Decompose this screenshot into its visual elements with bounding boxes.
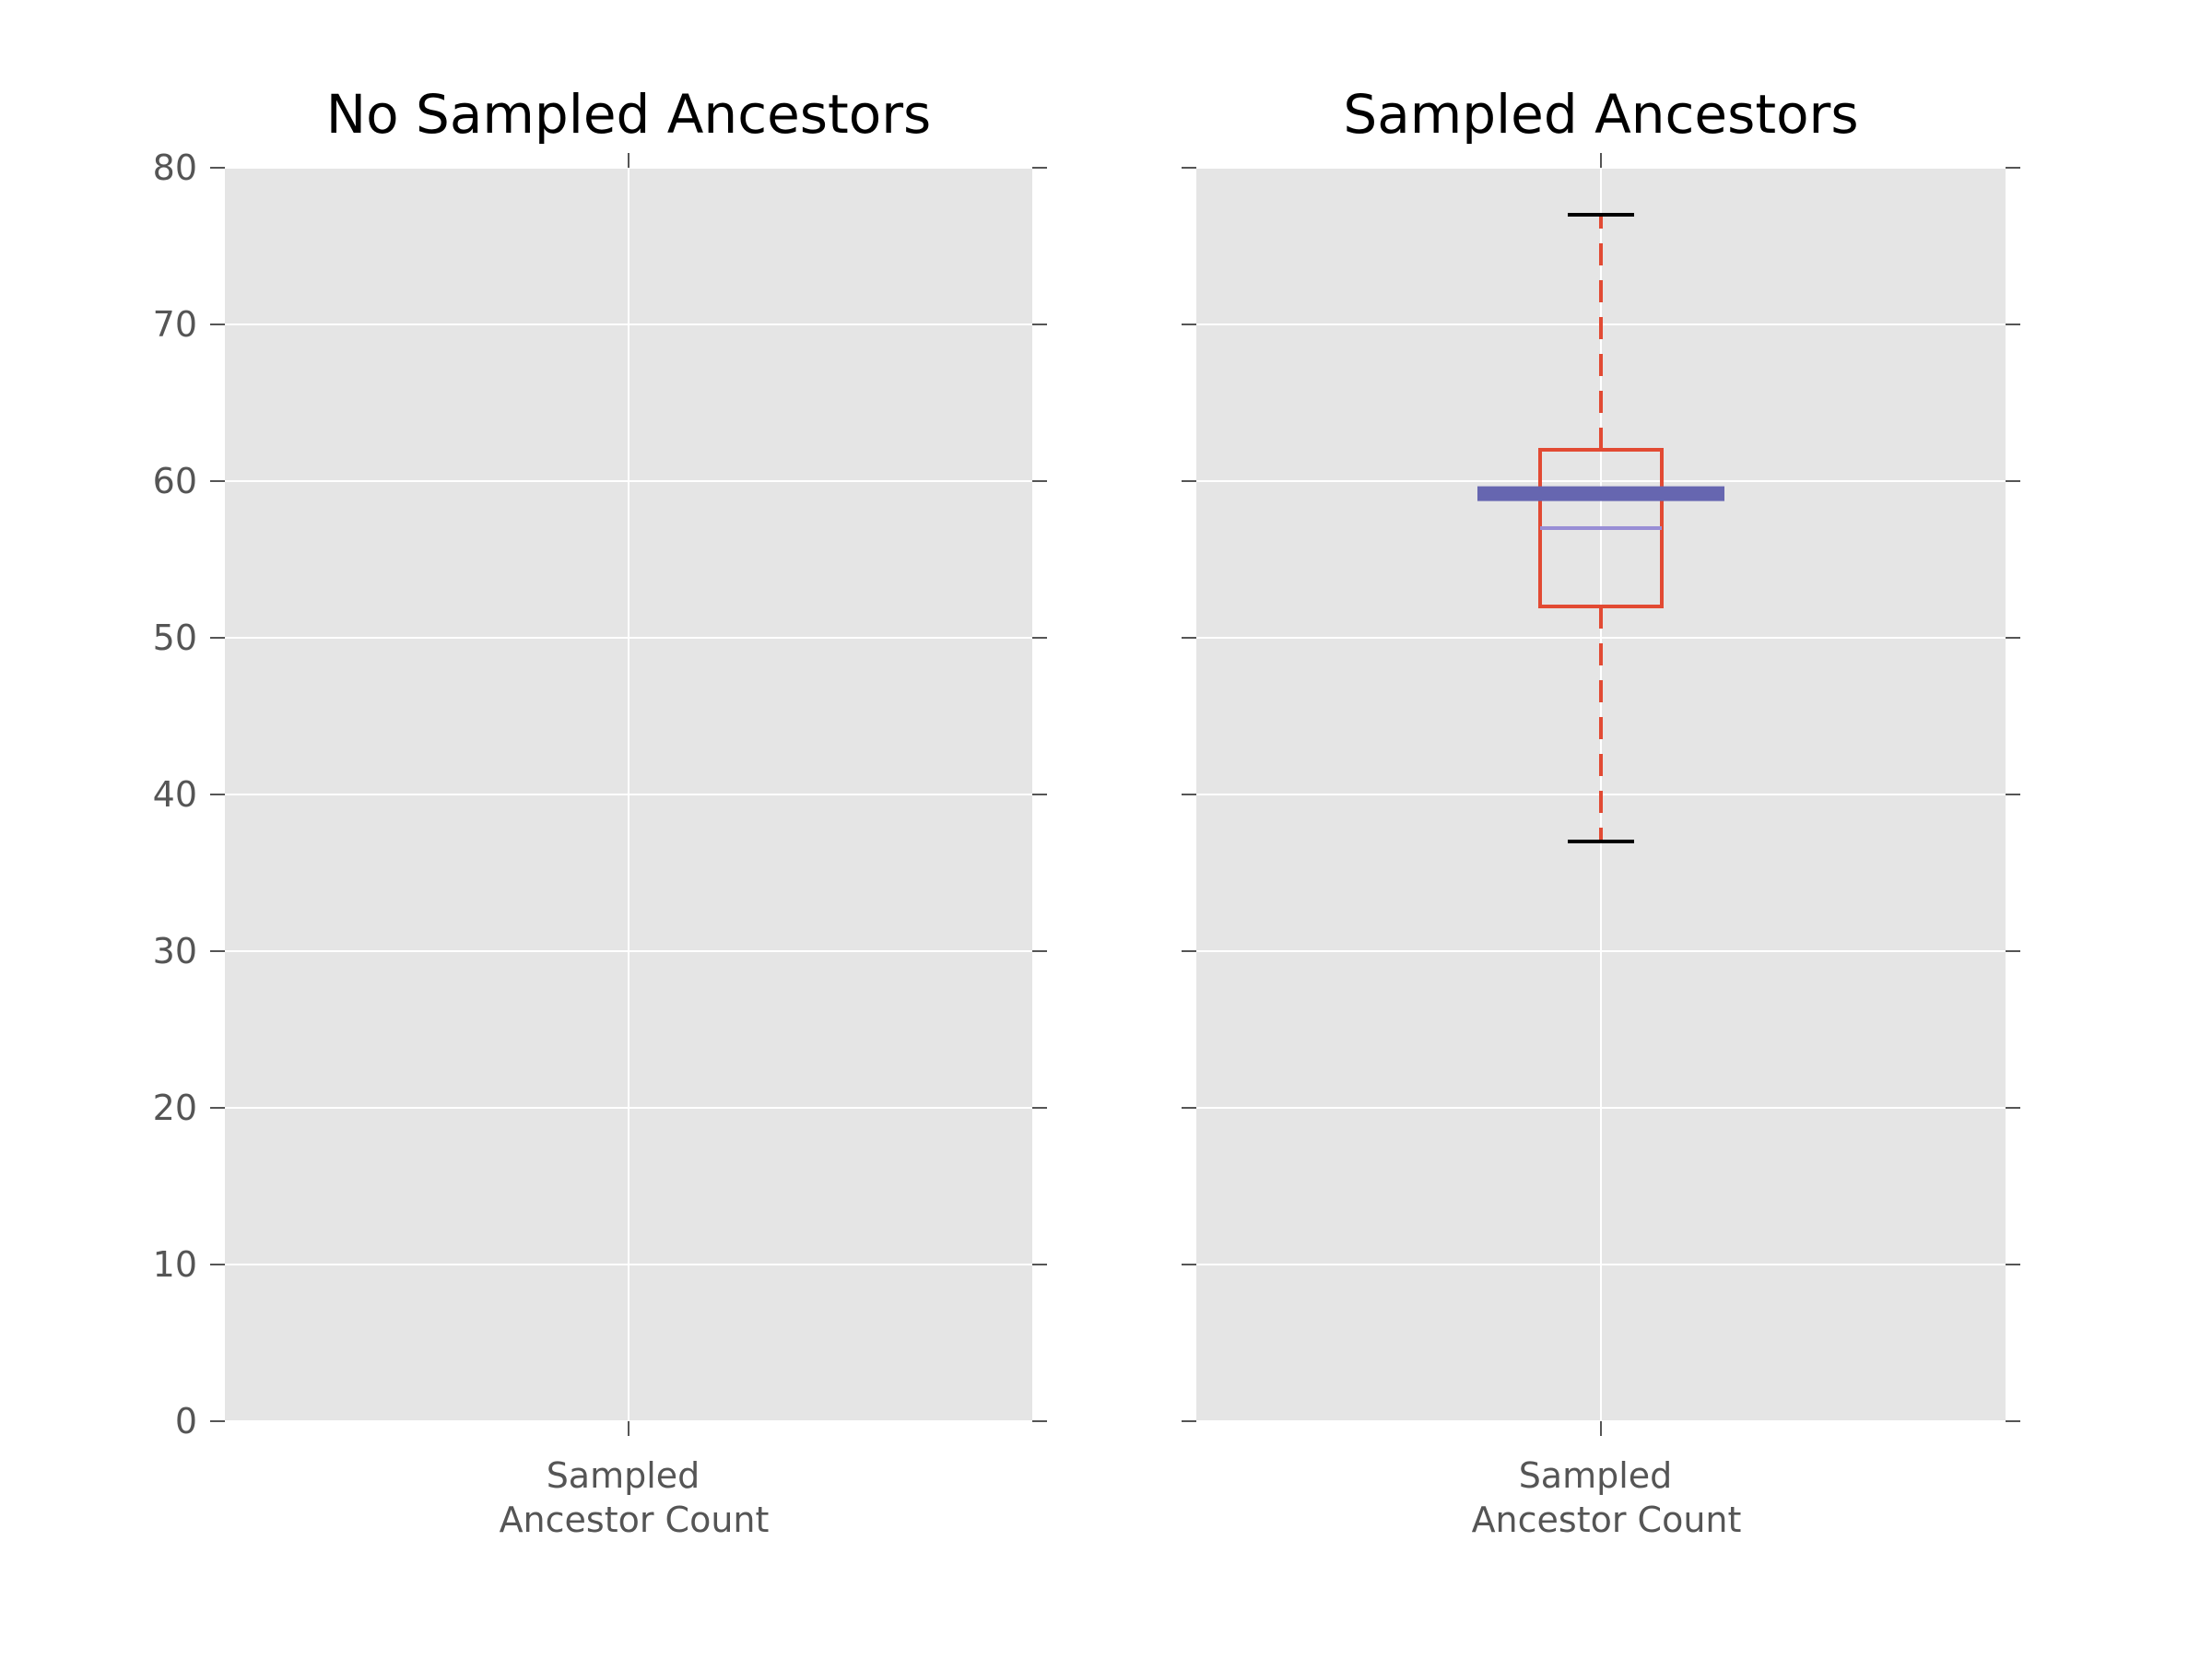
xtick-label: Sampled bbox=[547, 1455, 700, 1496]
ytick-label: 0 bbox=[175, 1401, 197, 1441]
subplot-title: Sampled Ancestors bbox=[1343, 83, 1858, 146]
xtick-label: Sampled bbox=[1519, 1455, 1673, 1496]
ytick-label: 40 bbox=[153, 774, 197, 815]
ytick-label: 20 bbox=[153, 1088, 197, 1128]
box-plot bbox=[1477, 213, 1724, 843]
ytick-label: 50 bbox=[153, 618, 197, 658]
ytick-label: 80 bbox=[153, 147, 197, 188]
xtick-label: Ancestor Count bbox=[1472, 1500, 1742, 1540]
ytick-label: 60 bbox=[153, 461, 197, 501]
ytick-label: 30 bbox=[153, 931, 197, 971]
xtick-label: Ancestor Count bbox=[500, 1500, 770, 1540]
ytick-label: 70 bbox=[153, 304, 197, 345]
subplot-title: No Sampled Ancestors bbox=[326, 83, 932, 146]
ytick-label: 10 bbox=[153, 1244, 197, 1285]
